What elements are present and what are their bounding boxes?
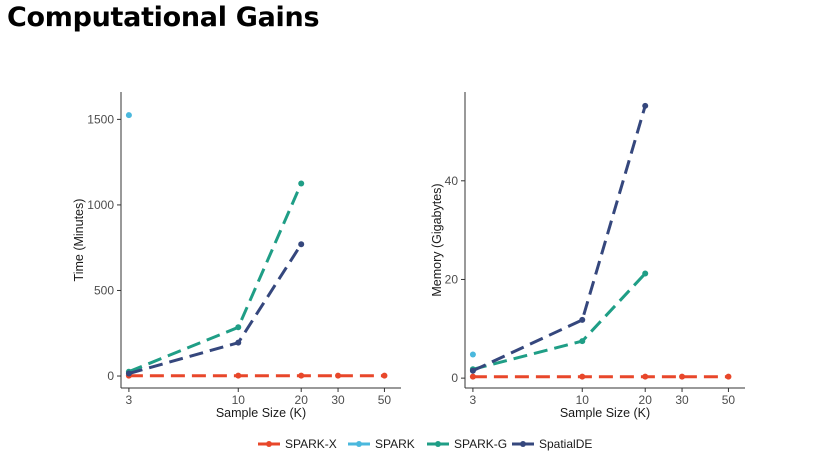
y-tick-label: 40 xyxy=(445,174,459,188)
series-spark xyxy=(469,351,476,358)
data-point-spark-x xyxy=(679,373,686,380)
series-spatialde xyxy=(125,241,305,377)
legend-label: SPARK-X xyxy=(285,437,337,451)
data-point-spark-x xyxy=(335,372,342,379)
series-spark-x xyxy=(469,373,732,380)
x-tick-label: 3 xyxy=(470,393,477,407)
data-point-spark xyxy=(469,351,476,358)
y-tick-label: 1500 xyxy=(87,112,114,126)
data-point-spark-x xyxy=(469,373,476,380)
data-point-spatialde xyxy=(298,241,305,248)
legend-swatch-dot xyxy=(435,441,441,447)
series-spark-g xyxy=(469,270,649,373)
data-point-spark-g xyxy=(579,338,586,345)
legend: SPARK-X SPARK SPARK-G SpatialDE xyxy=(258,437,592,451)
data-point-spark-g xyxy=(298,180,305,187)
legend-swatch-dot xyxy=(356,441,362,447)
y-tick-label: 0 xyxy=(451,371,458,385)
data-point-spark-g xyxy=(642,270,649,277)
legend-swatch-dot xyxy=(266,441,272,447)
x-tick-label: 30 xyxy=(675,393,689,407)
data-point-spark-x xyxy=(642,373,649,380)
chart-panel-2: 0 20 40 3 10 20 30 50 Sample Size (K) Memory (Gig… xyxy=(430,92,745,420)
series-spatialde xyxy=(469,102,649,374)
x-tick-label: 50 xyxy=(722,393,736,407)
legend-item-spark-x: SPARK-X xyxy=(258,437,337,451)
data-point-spatialde xyxy=(125,370,132,377)
x-axis-title: Sample Size (K) xyxy=(216,406,306,420)
x-axis-title: Sample Size (K) xyxy=(560,406,650,420)
legend-label: SpatialDE xyxy=(539,437,592,451)
legend-item-spatialde: SpatialDE xyxy=(512,437,592,451)
series-spark-x xyxy=(125,372,388,379)
series-line-spatialde xyxy=(472,105,647,373)
data-point-spatialde xyxy=(235,339,242,346)
y-axis-title: Time (Minutes) xyxy=(72,199,86,282)
data-point-spark-x xyxy=(235,372,242,379)
legend-item-spark-g: SPARK-G xyxy=(427,437,507,451)
data-point-spatialde xyxy=(579,316,586,323)
y-tick-label: 1000 xyxy=(87,198,114,212)
legend-label: SPARK-G xyxy=(454,437,507,451)
data-point-spark-g xyxy=(235,324,242,331)
chart-panel-1: 0 500 1000 1500 3 10 20 30 50 Sample Size (K) Time… xyxy=(72,92,401,420)
x-tick-label: 10 xyxy=(232,393,246,407)
y-tick-label: 500 xyxy=(94,283,114,297)
legend-item-spark: SPARK xyxy=(348,437,415,451)
data-point-spark-x xyxy=(579,373,586,380)
series-spark-g xyxy=(125,180,305,375)
y-tick-label: 0 xyxy=(107,369,114,383)
data-point-spark xyxy=(125,112,132,119)
legend-label: SPARK xyxy=(375,437,415,451)
legend-swatch-dot xyxy=(520,441,526,447)
data-point-spatialde xyxy=(469,367,476,374)
x-tick-label: 50 xyxy=(378,393,392,407)
y-tick-label: 20 xyxy=(445,272,459,286)
series-spark xyxy=(125,112,132,119)
page-title: Computational Gains xyxy=(7,2,320,33)
x-tick-label: 20 xyxy=(639,393,653,407)
x-tick-label: 10 xyxy=(576,393,590,407)
series-line-spark-g xyxy=(128,182,303,374)
data-point-spark-x xyxy=(298,372,305,379)
series-line-spark-g xyxy=(472,272,647,371)
x-tick-label: 3 xyxy=(126,393,133,407)
data-point-spark-x xyxy=(725,373,732,380)
series-line-spatialde xyxy=(128,243,303,375)
x-tick-label: 30 xyxy=(331,393,345,407)
x-tick-label: 20 xyxy=(295,393,309,407)
data-point-spark-x xyxy=(381,372,388,379)
y-axis-title: Memory (Gigabytes) xyxy=(430,183,444,296)
data-point-spatialde xyxy=(642,102,649,109)
